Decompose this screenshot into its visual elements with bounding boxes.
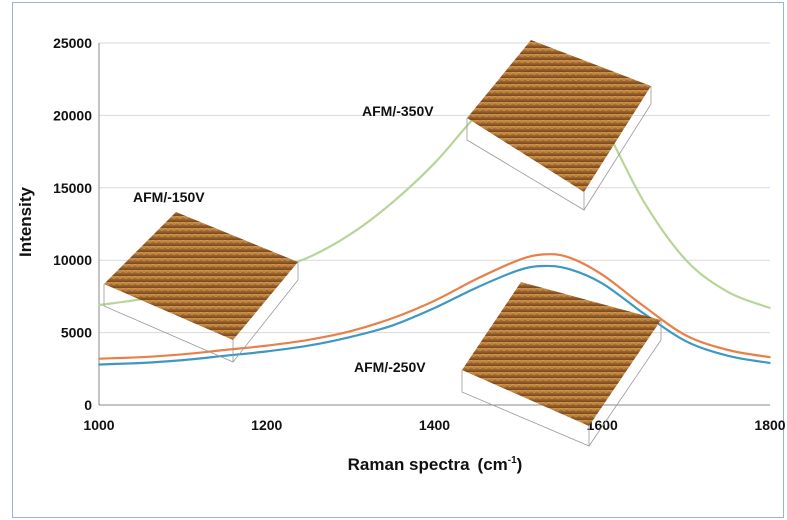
series-3-point bbox=[182, 359, 184, 361]
series-3-point bbox=[769, 362, 771, 364]
axes bbox=[98, 43, 770, 406]
x-axis-title: Raman spectra (cm-1) bbox=[348, 455, 523, 474]
series-3-point bbox=[98, 363, 100, 366]
series-2-point bbox=[567, 256, 570, 259]
x-axis-title-unit-close: ) bbox=[517, 455, 523, 474]
series-3-point bbox=[685, 340, 687, 343]
x-axis-title-unit: (cm bbox=[478, 455, 508, 474]
x-tick-label: 1800 bbox=[754, 417, 785, 433]
series-2-point bbox=[433, 299, 436, 302]
x-tick-label: 1200 bbox=[251, 417, 282, 433]
series-2-point bbox=[140, 356, 142, 359]
series-3-point bbox=[349, 336, 352, 338]
series-2-point bbox=[182, 353, 184, 356]
series-1-point bbox=[349, 233, 352, 235]
annotation-afm-150v: AFM/-150V bbox=[133, 189, 205, 205]
series-3-point bbox=[601, 282, 604, 285]
series-2-point bbox=[685, 334, 687, 337]
series-2-point bbox=[391, 317, 394, 319]
series-3-point bbox=[727, 354, 729, 357]
series-2-point bbox=[643, 305, 645, 308]
annotation-afm-350v: AFM/-350V bbox=[362, 103, 434, 119]
x-tick-label: 1600 bbox=[587, 417, 618, 433]
series-2-point bbox=[517, 259, 520, 262]
series-3-point bbox=[643, 312, 645, 315]
y-tick-label: 20000 bbox=[53, 107, 92, 123]
x-axis-title-unit-sup: -1 bbox=[508, 455, 517, 466]
x-axis-title-main: Raman spectra bbox=[348, 455, 470, 474]
y-tick-label: 0 bbox=[84, 397, 92, 413]
series-1-point bbox=[307, 256, 310, 259]
series-1-point bbox=[98, 304, 100, 306]
series-2-point bbox=[475, 278, 478, 280]
series-1-point bbox=[685, 259, 687, 262]
annotation-afm-250v: AFM/-250V bbox=[354, 359, 426, 375]
series-line-3 bbox=[98, 264, 771, 366]
series-3-point bbox=[224, 354, 226, 357]
series-3-point bbox=[567, 268, 570, 270]
series-3-point bbox=[391, 324, 394, 327]
series-1-point bbox=[391, 201, 394, 204]
y-tick-label: 25000 bbox=[53, 35, 92, 51]
afm-surface-250v bbox=[461, 282, 662, 447]
afm-surface-350v bbox=[466, 40, 652, 211]
series-line-2 bbox=[98, 253, 771, 360]
series-2-point bbox=[224, 349, 226, 351]
series-3-point bbox=[433, 307, 436, 309]
series-3-point bbox=[542, 265, 545, 267]
series-3-point bbox=[517, 269, 520, 272]
series-3-point bbox=[307, 344, 310, 347]
series-1-point bbox=[643, 201, 645, 204]
y-tick-label: 5000 bbox=[61, 325, 92, 341]
series-3-point bbox=[265, 350, 268, 353]
x-tick-label: 1400 bbox=[419, 417, 450, 433]
y-tick-label: 10000 bbox=[53, 252, 92, 268]
x-tick-label: 1000 bbox=[83, 417, 114, 433]
series-1-point bbox=[769, 307, 771, 309]
afm-surface-150v bbox=[103, 212, 299, 363]
series-3-point bbox=[475, 286, 478, 289]
series-2-point bbox=[307, 339, 310, 341]
y-tick-label: 15000 bbox=[53, 180, 92, 196]
y-axis-title: Intensity bbox=[16, 187, 35, 257]
series-2-point bbox=[542, 253, 545, 256]
series-2-point bbox=[98, 357, 100, 360]
series-1-point bbox=[727, 291, 729, 293]
series-2-point bbox=[727, 349, 729, 351]
series-1-point bbox=[433, 162, 436, 164]
series-3-point bbox=[140, 362, 142, 364]
series-2-point bbox=[265, 344, 268, 347]
series-2-point bbox=[769, 356, 771, 359]
series-2-point bbox=[349, 330, 352, 332]
series-2-point bbox=[601, 273, 604, 276]
tick-labels: 0 5000 10000 15000 20000 25000 1000 1200 1400 160… bbox=[53, 35, 786, 433]
